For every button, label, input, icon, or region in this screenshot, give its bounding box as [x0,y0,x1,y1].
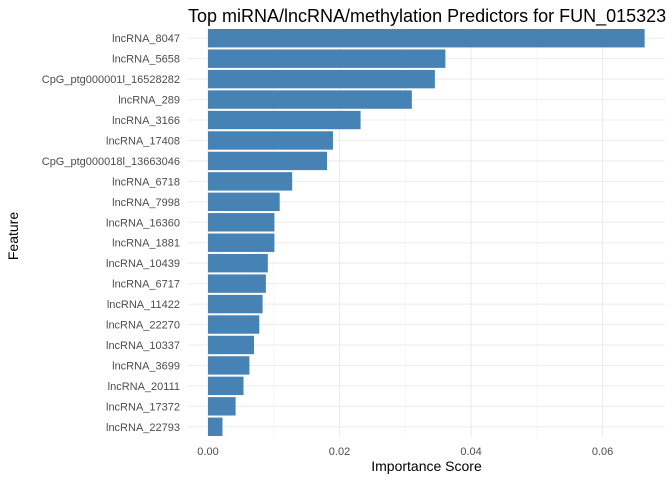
y-tick-label: lncRNA_3699 [112,360,180,372]
y-tick-label: lncRNA_7998 [112,197,180,209]
x-axis-title: Importance Score [371,458,482,474]
x-tick-label: 0.02 [329,446,350,458]
bar [208,29,645,48]
y-tick-label: lncRNA_20111 [108,381,180,393]
bar [208,376,244,396]
chart-title: Top miRNA/lncRNA/methylation Predictors … [188,6,666,27]
y-tick-label: lncRNA_17372 [106,401,180,413]
y-tick-label: lncRNA_11422 [107,299,180,311]
y-axis-tick-labels: lncRNA_8047 lncRNA_5658 CpG_ptg000001l_165… [42,33,180,434]
x-tick-label: 0.04 [460,446,481,458]
y-tick-label: lncRNA_17408 [106,135,180,147]
bar [208,233,275,252]
y-tick-label: lncRNA_22270 [106,320,180,332]
y-tick-label: lncRNA_5658 [112,54,180,66]
bar [208,397,236,416]
bar [208,417,223,436]
bar [208,90,412,109]
y-tick-label: lncRNA_10337 [106,340,180,352]
y-tick-label: lncRNA_6718 [112,176,180,188]
bar [208,356,250,375]
y-tick-label: lncRNA_6717 [112,279,180,291]
y-axis-title: Feature [5,212,21,260]
bar [208,294,263,314]
bars [208,29,645,436]
bar [208,49,446,68]
x-tick-label: 0.00 [197,446,218,458]
y-tick-label: lncRNA_289 [118,95,180,107]
bar [208,335,255,355]
y-tick-label: lncRNA_1881 [112,238,180,250]
bar [208,69,435,89]
y-tick-label: CpG_ptg000001l_16528282 [42,74,180,86]
y-tick-label: lncRNA_8047 [112,33,180,45]
y-tick-label: CpG_ptg000018l_13663046 [42,156,180,168]
y-tick-label: lncRNA_16360 [106,217,180,229]
bar [208,192,280,212]
bar [208,253,268,273]
bar [208,213,275,232]
bar [208,131,333,150]
bar [208,315,260,334]
y-tick-label: lncRNA_22793 [106,422,180,434]
y-tick-label: lncRNA_3166 [112,115,180,127]
bar [208,172,293,191]
x-tick-label: 0.06 [592,446,613,458]
bar [208,274,266,293]
bar [208,151,328,171]
x-axis-tick-labels: 0.00 0.02 0.04 0.06 [197,446,613,458]
y-tick-label: lncRNA_10439 [106,258,180,270]
bar [208,110,361,130]
